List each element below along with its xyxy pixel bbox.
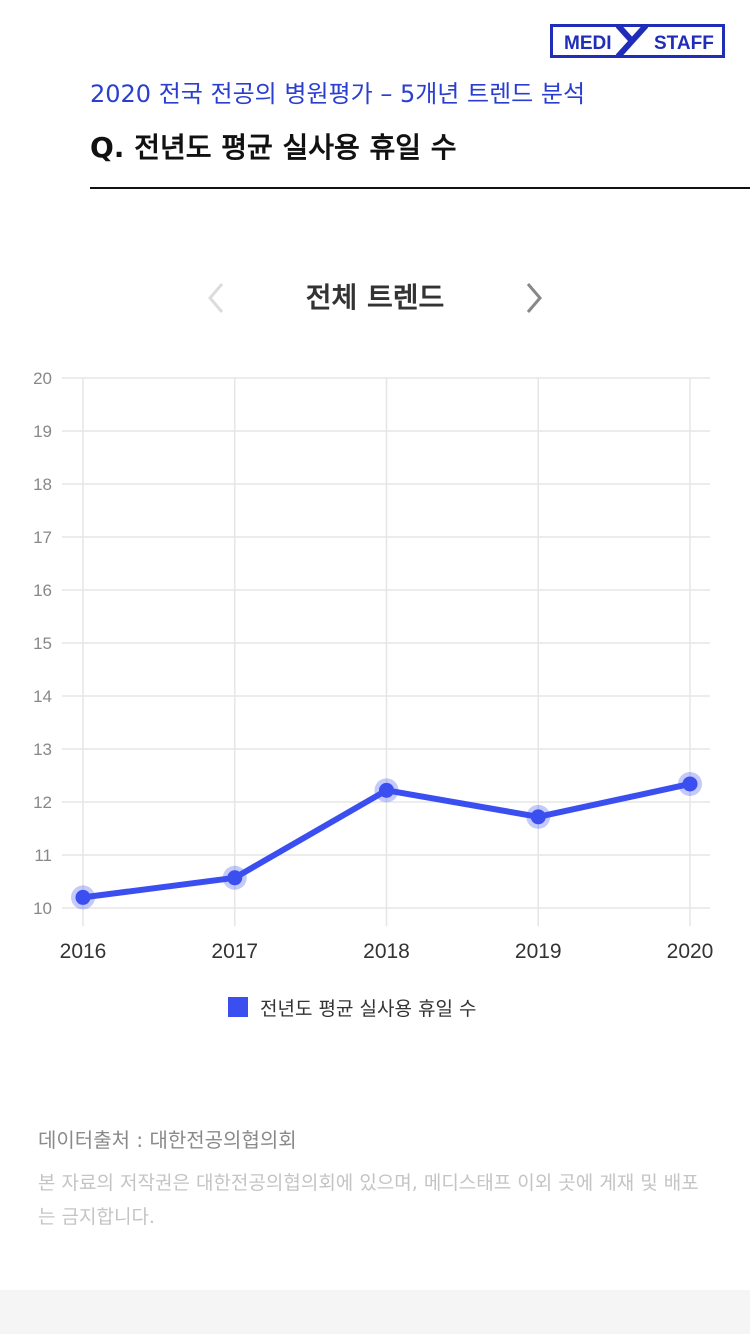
report-subtitle: 2020 전국 전공의 병원평가 – 5개년 트렌드 분석 <box>90 80 586 108</box>
chart-title: 전체 트렌드 <box>305 281 445 314</box>
data-point <box>379 782 394 798</box>
y-tick-label: 16 <box>33 581 52 600</box>
data-source: 데이터출처 : 대한전공의협의회 <box>38 1128 297 1152</box>
x-tick-label: 2019 <box>515 940 562 963</box>
header-divider <box>90 187 750 189</box>
y-tick-label: 19 <box>33 422 52 441</box>
data-point <box>75 889 91 905</box>
y-tick-label: 18 <box>33 475 52 494</box>
y-tick-label: 10 <box>33 899 52 918</box>
y-tick-label: 13 <box>33 740 52 759</box>
x-tick-label: 2018 <box>363 940 410 963</box>
medistaff-logo: MEDI STAFF <box>550 24 725 58</box>
y-tick-label: 11 <box>34 846 52 865</box>
line-chart: 10 11 12 13 14 15 16 17 18 19 20 2016 2017 2018 2019 20… <box>33 369 714 963</box>
y-tick-label: 17 <box>33 528 52 547</box>
page-title: Q. 전년도 평균 실사용 휴일 수 <box>90 131 457 164</box>
legend-swatch <box>228 997 248 1017</box>
legend-label: 전년도 평균 실사용 휴일 수 <box>260 997 477 1020</box>
logo-text-left: MEDI <box>564 33 612 54</box>
x-tick-label: 2016 <box>60 940 107 963</box>
copyright-notice: 본 자료의 저작권은 대한전공의협의회에 있으며, 메디스태프 이외 곳에 게재… <box>38 1172 699 1228</box>
y-tick-label: 12 <box>33 793 52 812</box>
y-tick-label: 20 <box>33 369 52 388</box>
chevron-right-icon[interactable] <box>520 280 550 316</box>
chevron-left-icon[interactable] <box>202 280 232 316</box>
y-tick-label: 15 <box>33 634 52 653</box>
data-point <box>530 809 546 825</box>
data-point <box>227 870 243 886</box>
y-tick-label: 14 <box>33 687 52 706</box>
data-point <box>682 776 698 792</box>
x-tick-label: 2017 <box>211 940 258 963</box>
logo-text-right: STAFF <box>654 33 714 54</box>
footer-band <box>0 1290 750 1334</box>
x-tick-label: 2020 <box>667 940 714 963</box>
chart-legend[interactable]: 전년도 평균 실사용 휴일 수 <box>228 992 476 1022</box>
